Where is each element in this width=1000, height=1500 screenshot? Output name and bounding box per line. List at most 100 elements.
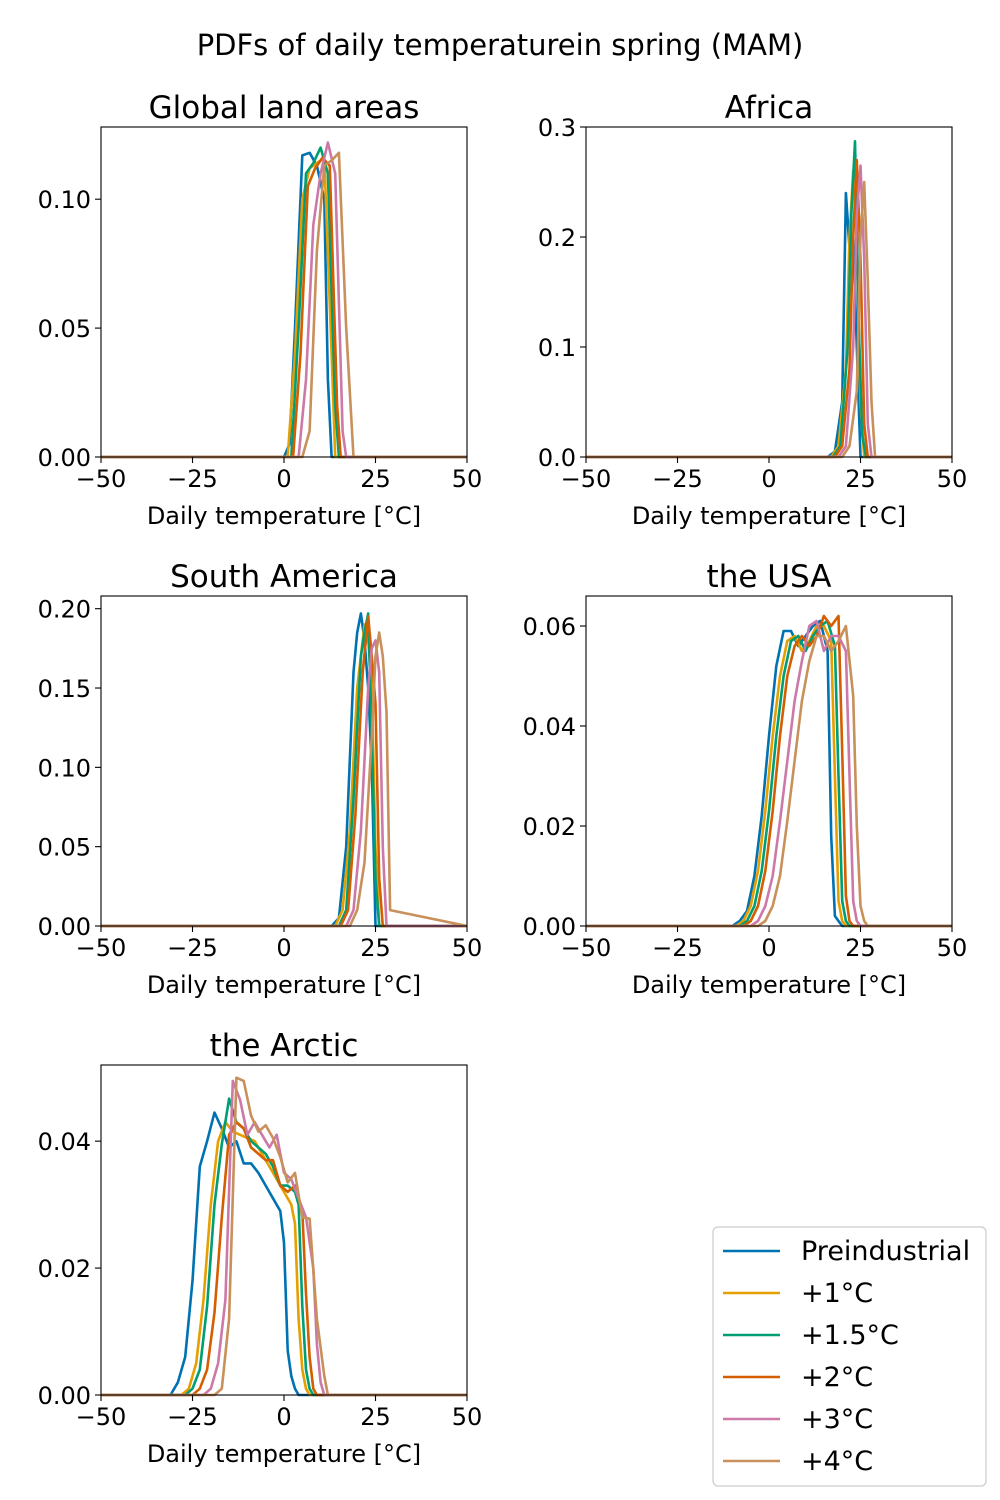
legend-label-0: Preindustrial: [801, 1236, 970, 1267]
plot-frame: [100, 1064, 468, 1396]
x-tick-label: 50: [452, 934, 483, 962]
series-line-5: [586, 624, 952, 928]
x-tick-label: 0: [276, 465, 291, 493]
plot-frame: [100, 126, 468, 458]
series-line-2: [586, 140, 952, 459]
y-tick-label: 0.05: [38, 315, 91, 343]
x-axis-label: Daily temperature [°C]: [147, 502, 421, 530]
series-line-0: [586, 191, 952, 459]
x-axis-label: Daily temperature [°C]: [632, 971, 906, 999]
series-line-5: [586, 180, 952, 459]
x-tick-label: 0: [276, 934, 291, 962]
x-axis-label: Daily temperature [°C]: [147, 1440, 421, 1468]
x-tick-label: 0: [761, 934, 776, 962]
x-tick-label: −50: [561, 465, 612, 493]
series-group: [101, 612, 467, 928]
y-tick-label: 0.04: [38, 1128, 91, 1156]
chart-panel-3: −50 −25 0 25 50 0.00 0.02 0.04 0.06 the USA Daily …: [523, 559, 968, 999]
series-line-4: [586, 619, 952, 928]
x-tick-label: 25: [360, 934, 391, 962]
legend-label-2: +1.5°C: [801, 1320, 899, 1351]
y-tick-label: 0.02: [38, 1255, 91, 1283]
legend: Preindustrial +1°C +1.5°C +2°C +3°C +4°C: [712, 1226, 987, 1487]
x-tick-label: −25: [167, 465, 218, 493]
series-group: [586, 614, 952, 928]
y-tick-label: 0.00: [38, 913, 91, 941]
y-tick-label: 0.04: [523, 713, 576, 741]
x-tick-label: 25: [360, 1403, 391, 1431]
y-tick-label: 0.15: [38, 675, 91, 703]
y-tick-label: 0.2: [538, 224, 576, 252]
series-line-4: [101, 639, 467, 928]
plot-frame: [585, 126, 953, 458]
series-line-3: [101, 615, 467, 928]
series-group: [101, 1076, 467, 1397]
series-line-3: [101, 1120, 467, 1397]
x-tick-label: 50: [937, 934, 968, 962]
y-tick-label: 0.00: [38, 1382, 91, 1410]
chart-title: the Arctic: [210, 1028, 359, 1064]
figure-title: PDFs of daily temperaturein spring (MAM): [197, 28, 804, 62]
y-tick-label: 0.3: [538, 114, 576, 142]
chart-title: the USA: [707, 559, 832, 595]
series-group: [101, 141, 467, 459]
series-line-5: [101, 1076, 467, 1397]
legend-frame: [712, 1226, 987, 1487]
y-tick-label: 0.10: [38, 754, 91, 782]
series-line-2: [101, 146, 467, 459]
x-tick-label: −25: [652, 465, 703, 493]
y-tick-label: 0.10: [38, 186, 91, 214]
x-tick-label: −50: [76, 465, 127, 493]
y-tick-label: 0.1: [538, 334, 576, 362]
x-tick-label: 25: [845, 465, 876, 493]
x-tick-label: 50: [452, 1403, 483, 1431]
series-line-5: [101, 631, 467, 928]
chart-panel-2: −50 −25 0 25 50 0.00 0.05 0.10 0.15 0.20 South Ame…: [38, 559, 483, 999]
x-tick-label: −50: [76, 1403, 127, 1431]
series-line-1: [101, 623, 467, 928]
series-line-2: [101, 1097, 467, 1397]
series-line-2: [586, 619, 952, 928]
chart-title: Africa: [725, 90, 813, 126]
legend-label-3: +2°C: [801, 1362, 873, 1393]
x-tick-label: −50: [76, 934, 127, 962]
x-tick-label: 0: [276, 1403, 291, 1431]
x-tick-label: −25: [167, 934, 218, 962]
y-tick-label: 0.02: [523, 813, 576, 841]
series-line-1: [586, 624, 952, 928]
y-tick-label: 0.06: [523, 613, 576, 641]
series-line-0: [101, 612, 467, 928]
plot-frame: [100, 595, 468, 927]
series-line-5: [101, 151, 467, 459]
x-tick-label: 50: [937, 465, 968, 493]
chart-title: Global land areas: [149, 90, 420, 126]
x-tick-label: −25: [652, 934, 703, 962]
series-group: [586, 140, 952, 459]
chart-panel-0: −50 −25 0 25 50 0.00 0.05 0.10 Global land areas…: [38, 90, 483, 530]
series-line-3: [586, 158, 952, 459]
chart-panel-1: −50 −25 0 25 50 0.0 0.1 0.2 0.3 Africa Daily tempe…: [538, 90, 967, 530]
x-tick-label: 50: [452, 465, 483, 493]
x-tick-label: 25: [360, 465, 391, 493]
y-tick-label: 0.0: [538, 444, 576, 472]
x-axis-label: Daily temperature [°C]: [147, 971, 421, 999]
y-tick-label: 0.20: [38, 596, 91, 624]
series-line-1: [101, 156, 467, 459]
x-tick-label: −50: [561, 934, 612, 962]
series-line-2: [101, 612, 467, 928]
series-line-0: [101, 151, 467, 459]
x-tick-label: −25: [167, 1403, 218, 1431]
legend-label-4: +3°C: [801, 1404, 873, 1435]
legend-label-5: +4°C: [801, 1446, 873, 1477]
y-tick-label: 0.05: [38, 834, 91, 862]
series-line-0: [101, 1111, 467, 1397]
chart-panel-4: −50 −25 0 25 50 0.00 0.02 0.04 the Arctic Daily t…: [38, 1028, 483, 1468]
x-tick-label: 25: [845, 934, 876, 962]
legend-label-1: +1°C: [801, 1278, 873, 1309]
series-line-3: [101, 156, 467, 459]
x-axis-label: Daily temperature [°C]: [632, 502, 906, 530]
x-tick-label: 0: [761, 465, 776, 493]
chart-title: South America: [170, 559, 398, 595]
